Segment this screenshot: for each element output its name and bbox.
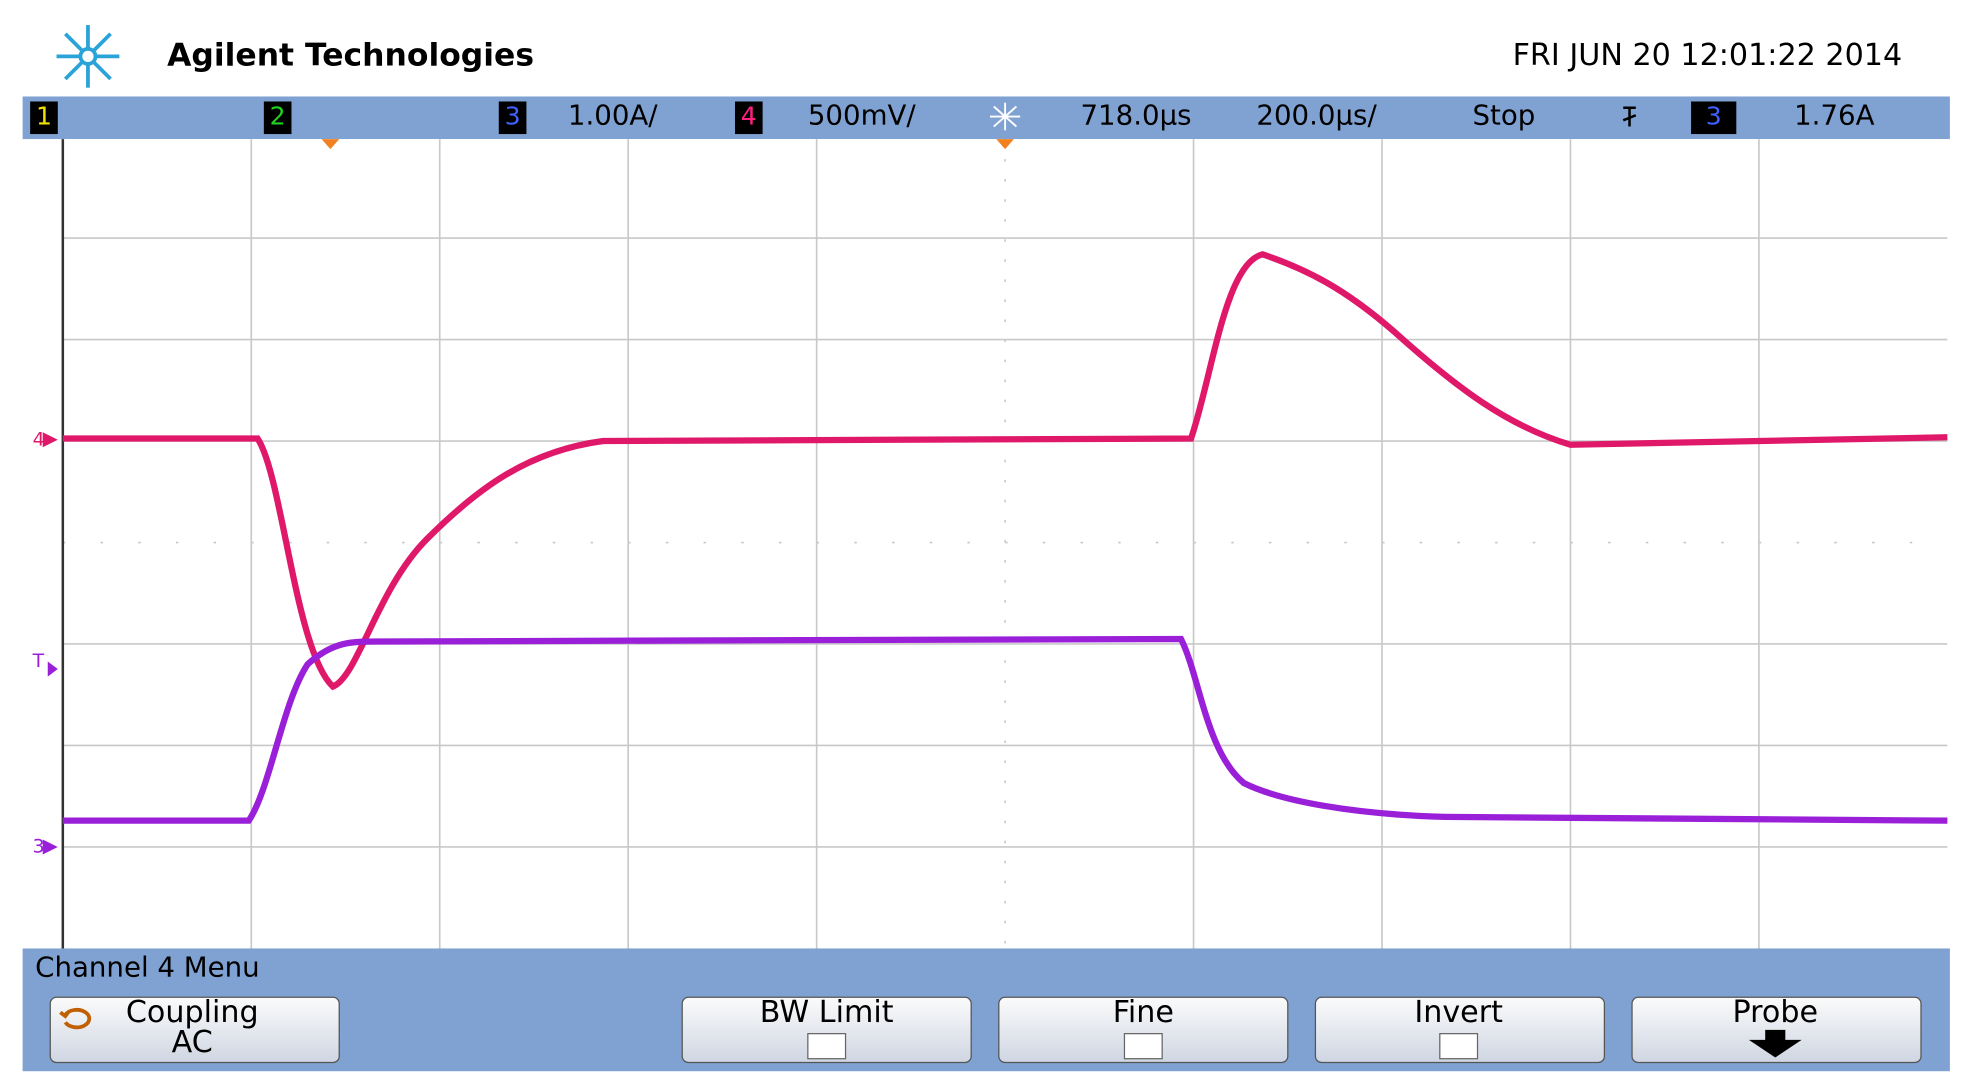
- checkbox[interactable]: [1123, 1033, 1163, 1060]
- trigger-marker-arrow: [47, 661, 58, 677]
- ch4-marker: 4: [33, 429, 45, 450]
- softkey-label[interactable]: Fine: [1113, 995, 1174, 1030]
- delay: 718.0µs: [1080, 99, 1191, 132]
- trigger-icon: [990, 102, 1021, 131]
- trigger-pos-marker: [321, 139, 340, 150]
- softkey-frame[interactable]: [681, 996, 972, 1064]
- coupling-icon: [59, 1007, 92, 1030]
- ch4-box: [734, 101, 763, 135]
- trigger-channel: 3: [1706, 102, 1722, 131]
- ch3-marker-arrow: [42, 839, 58, 855]
- run-state: Stop: [1472, 99, 1535, 132]
- menu-bar: [22, 948, 1950, 1072]
- submenu-arrow: [1748, 1029, 1802, 1058]
- datetime: FRI JUN 20 12:01:22 2014: [1513, 38, 1903, 73]
- ch4-scale: 500mV/: [808, 99, 917, 132]
- delay-marker: [996, 139, 1014, 150]
- trigger-channel-box: [1691, 101, 1737, 135]
- logo: [56, 25, 120, 88]
- trigger-edge: [1622, 106, 1637, 127]
- softkey[interactable]: BW Limit: [681, 995, 972, 1064]
- softkey-value[interactable]: AC: [172, 1025, 213, 1060]
- ch3-box: [498, 101, 527, 135]
- softkey[interactable]: Fine: [998, 995, 1289, 1064]
- softkey[interactable]: Probe: [1631, 995, 1922, 1064]
- softkey-frame[interactable]: [49, 996, 340, 1064]
- ch4-waveform: [62, 251, 1948, 691]
- trigger-marker: T: [32, 651, 45, 672]
- softkey-frame[interactable]: [998, 996, 1289, 1064]
- ch1: 1: [36, 102, 52, 131]
- ch1-box: [30, 101, 58, 135]
- ch3-marker: 3: [33, 836, 45, 857]
- softkey-label[interactable]: Probe: [1732, 995, 1818, 1030]
- softkey-label[interactable]: Invert: [1414, 995, 1503, 1030]
- ch4-marker-arrow: [42, 432, 58, 448]
- checkbox[interactable]: [1439, 1033, 1479, 1060]
- softkey[interactable]: Coupling AC: [49, 995, 340, 1064]
- status-bar: [22, 96, 1950, 140]
- softkey-label[interactable]: Coupling: [126, 995, 259, 1030]
- graticule: [62, 139, 1948, 949]
- ch4: 4: [741, 102, 757, 131]
- ch3-scale: 1.00A/: [568, 99, 658, 132]
- ch2-box: [263, 101, 292, 135]
- softkey[interactable]: Invert: [1314, 995, 1606, 1064]
- grid: [62, 139, 1948, 949]
- checkbox[interactable]: [807, 1033, 847, 1060]
- trigger-level: 1.76A: [1794, 99, 1875, 132]
- ch2: 2: [270, 102, 286, 131]
- softkey-label[interactable]: BW Limit: [760, 995, 894, 1030]
- ch3-waveform: [62, 635, 1948, 824]
- ch3: 3: [505, 102, 521, 131]
- timebase: 200.0µs/: [1256, 99, 1377, 132]
- softkey-frame[interactable]: [1314, 996, 1606, 1064]
- brand: Agilent Technologies: [167, 37, 534, 73]
- menu-title: Channel 4 Menu: [35, 951, 259, 984]
